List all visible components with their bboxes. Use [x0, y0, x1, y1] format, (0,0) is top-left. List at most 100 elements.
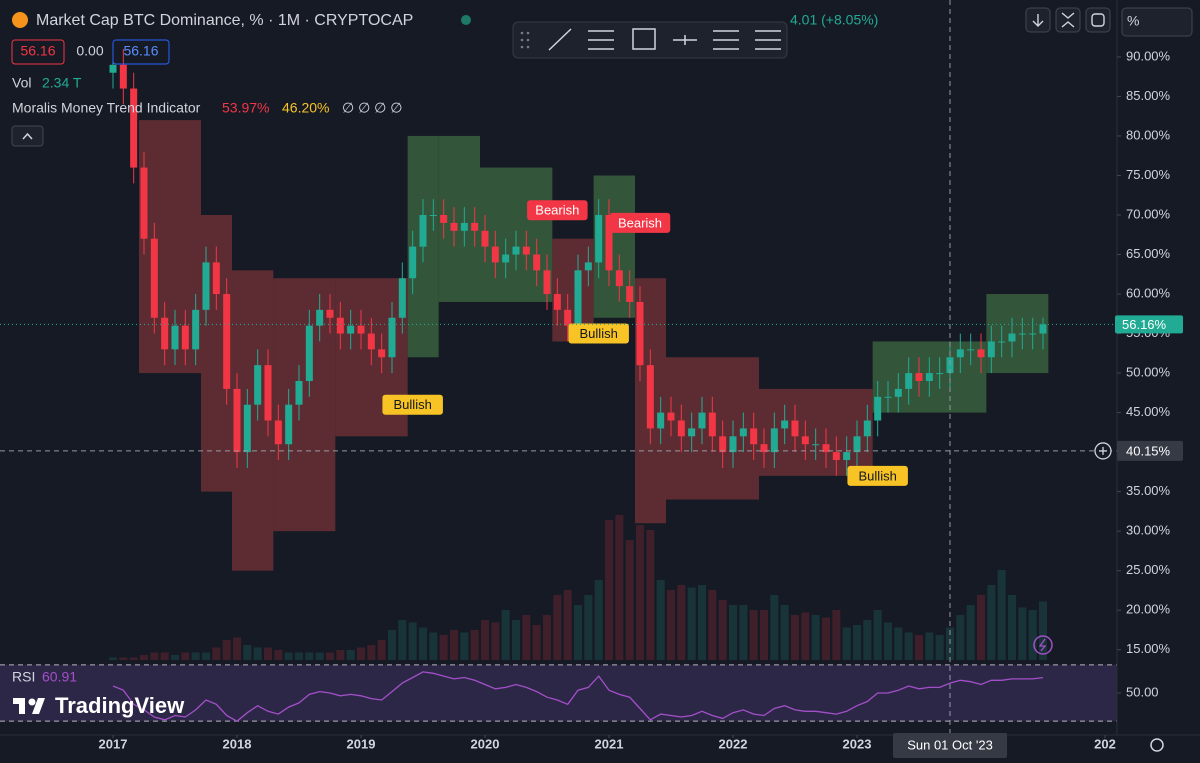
candle-body: [522, 246, 530, 255]
signal-label-bg: [527, 200, 588, 221]
trend-band: [273, 278, 336, 532]
candle-body: [388, 317, 396, 358]
overlay-layer: Bullish Bearish Bullish Bearish Bullish: [0, 0, 1117, 735]
candle-body: [1039, 324, 1047, 334]
candle-body: [274, 420, 282, 445]
crosshair-y-label: 40.15%: [1126, 443, 1171, 458]
candle-body: [150, 238, 158, 318]
candle-body: [202, 262, 210, 310]
candle-body: [140, 167, 148, 239]
y-tick-label: 65.00%: [1126, 246, 1171, 261]
volume-bar: [119, 657, 128, 660]
scale-button-label[interactable]: %: [1127, 13, 1139, 29]
channel-tool[interactable]: [713, 30, 739, 50]
settings-icon[interactable]: [1150, 738, 1164, 752]
volume-bar: [429, 632, 438, 660]
candle-body: [1008, 333, 1016, 342]
volume-bar: [625, 540, 634, 660]
volume-bar: [698, 585, 706, 660]
sell-button[interactable]: [11, 39, 65, 65]
volume-bar: [346, 650, 355, 660]
volume-bar: [233, 637, 241, 660]
volume-bar: [615, 515, 624, 660]
logo-mark: [32, 698, 45, 714]
volume-bar: [1018, 607, 1027, 660]
fullscreen-button[interactable]: [1085, 7, 1111, 33]
fullscreen-icon: [1091, 13, 1105, 27]
y-tick-label: 90.00%: [1126, 48, 1171, 63]
volume-bar: [553, 595, 562, 660]
candle-body: [192, 309, 200, 350]
x-tick-label: 2018: [223, 736, 252, 751]
candle-body: [698, 412, 706, 429]
volume-bar: [419, 627, 427, 660]
candle-body: [967, 349, 975, 351]
candle-body: [295, 380, 303, 405]
symbol-title: Market Cap BTC Dominance, % · 1M · CRYPT…: [36, 12, 413, 29]
rsi-band: [0, 664, 1117, 722]
volume-bar: [212, 647, 221, 660]
candle-body: [553, 294, 561, 310]
volume-bar: [408, 622, 417, 660]
candle-body: [636, 301, 644, 366]
x-tick-label: 2019: [347, 736, 376, 751]
volume-bar: [315, 652, 324, 660]
rectangle-tool[interactable]: [632, 28, 656, 50]
candle-body: [615, 270, 623, 287]
candle-body: [791, 420, 799, 437]
trendline-tool[interactable]: [548, 28, 572, 51]
volume-bar: [832, 610, 841, 660]
candle-body: [243, 404, 251, 453]
y-tick-label: 20.00%: [1126, 602, 1171, 617]
signal-label: Bearish: [535, 203, 579, 218]
volume-bar: [160, 652, 169, 660]
y-tick-label: 70.00%: [1126, 206, 1171, 221]
volume-bar: [739, 605, 748, 660]
pitchfork-tool[interactable]: [755, 30, 781, 50]
y-tick-label: 85.00%: [1126, 88, 1171, 103]
logo-text: TradingView: [55, 693, 185, 718]
candle-body: [481, 230, 489, 247]
rsi-tick-label: 50.00: [1126, 684, 1159, 699]
candle-body: [316, 309, 324, 326]
y-tick-label: 80.00%: [1126, 127, 1171, 142]
volume-bar: [801, 612, 810, 660]
alert-icon[interactable]: [1033, 635, 1053, 655]
candle-body: [884, 396, 892, 398]
volume-bar: [594, 580, 603, 660]
y-tick-label: 25.00%: [1126, 562, 1171, 577]
fib-tool[interactable]: [588, 30, 614, 50]
volume-bar: [191, 652, 200, 660]
candle-body: [512, 246, 520, 255]
volume-bar: [253, 647, 262, 660]
sell-price[interactable]: 56.16: [20, 43, 55, 59]
volume-bar: [646, 530, 655, 660]
scale-button[interactable]: [1121, 7, 1193, 37]
candle-body: [646, 365, 654, 429]
volume-bar: [295, 652, 303, 660]
volume-bar: [532, 625, 541, 660]
candle-body: [543, 270, 551, 295]
candle-body: [822, 444, 830, 453]
collapse-all-button[interactable]: [1055, 7, 1081, 33]
volume-bar: [202, 652, 210, 660]
volume-bar: [791, 615, 799, 660]
candle-body: [440, 214, 448, 223]
collapse-button[interactable]: [11, 125, 44, 147]
candle-body: [657, 412, 665, 429]
candle-body: [212, 262, 220, 295]
buy-button[interactable]: [112, 39, 170, 65]
position-tool[interactable]: [673, 35, 697, 45]
trend-band: [139, 120, 201, 374]
candle-body: [998, 341, 1006, 343]
axes-layer: 50.0015.00%20.00%25.00%30.00%35.00%40.00…: [99, 48, 1183, 758]
status-dot: [461, 15, 471, 25]
volume-bar: [997, 570, 1006, 660]
logo-mark: [19, 698, 25, 714]
volume-bar: [667, 590, 675, 660]
vol-label: Vol: [12, 75, 31, 91]
volume-bar: [853, 625, 861, 660]
volume-bar: [481, 620, 489, 660]
buy-price[interactable]: 56.16: [123, 43, 158, 59]
candle-body: [874, 396, 882, 421]
